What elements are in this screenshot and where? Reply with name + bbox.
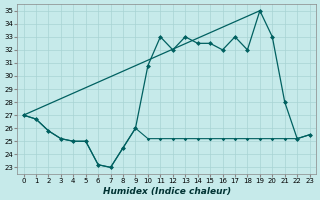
X-axis label: Humidex (Indice chaleur): Humidex (Indice chaleur): [102, 187, 231, 196]
